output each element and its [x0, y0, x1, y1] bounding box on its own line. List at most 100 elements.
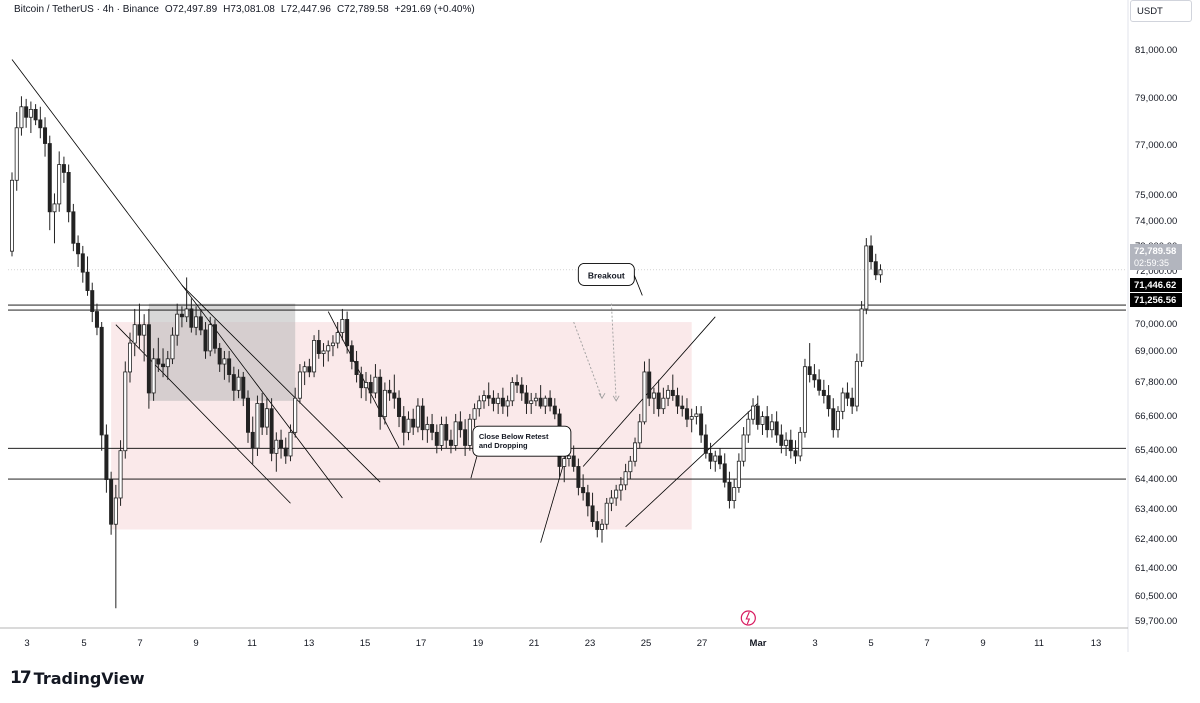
candle-body	[755, 405, 760, 425]
candle-body	[680, 405, 685, 410]
candle-body	[420, 405, 425, 431]
annotation-box-breakout[interactable]	[577, 262, 635, 286]
price-tick-label: 77,000.00	[1135, 140, 1177, 151]
candle-body	[543, 397, 548, 407]
ohlc-open: O72,497.89	[164, 4, 218, 15]
candle-body	[118, 450, 123, 499]
candle-body	[854, 361, 859, 407]
currency-button[interactable]: USDT	[1130, 0, 1192, 22]
price-tick-label: 70,000.00	[1135, 319, 1177, 330]
time-tick-label: 11	[247, 638, 257, 649]
candle-body	[175, 313, 180, 336]
candle-body	[732, 487, 737, 501]
trendline-0[interactable]	[11, 59, 343, 499]
candle-body	[670, 389, 675, 396]
candle-body	[769, 421, 774, 431]
candle-body	[227, 358, 232, 375]
time-tick-label: 13	[304, 638, 315, 649]
annotation-close-below-line2: and Dropping	[479, 441, 528, 450]
time-tick-label: 23	[585, 638, 596, 649]
candle-body	[505, 400, 510, 407]
candle-body	[802, 366, 807, 433]
candle-body	[288, 431, 293, 457]
time-tick-label: 9	[193, 638, 198, 649]
event-bolt-icon	[745, 611, 751, 625]
candle-body	[765, 416, 770, 431]
candle-body	[548, 397, 553, 407]
candle-body	[614, 489, 619, 499]
candle-body	[47, 143, 52, 213]
price-tick-label: 64,400.00	[1135, 474, 1177, 485]
candle-body	[515, 382, 520, 386]
candle-body	[812, 374, 817, 381]
time-tick-label: 13	[1091, 638, 1102, 649]
candle-body	[321, 350, 326, 354]
candle-body	[585, 492, 590, 507]
candle-body	[699, 413, 704, 436]
price-tick-label: 60,500.00	[1135, 591, 1177, 602]
candle-body	[850, 397, 855, 407]
candle-body	[184, 308, 189, 318]
candle-body	[713, 455, 718, 462]
price-tick-label: 66,600.00	[1135, 411, 1177, 422]
candle-body	[453, 421, 458, 446]
candle-body	[491, 397, 496, 404]
candle-body	[123, 371, 128, 452]
candle-body	[401, 416, 406, 433]
candle-body	[736, 460, 741, 488]
candle-body	[623, 471, 628, 486]
candle-body	[633, 442, 638, 462]
trendline-3[interactable]	[327, 311, 400, 449]
candle-body	[784, 439, 789, 446]
tradingview-logo-icon: 17	[10, 668, 32, 688]
candle-body	[236, 376, 241, 391]
candle-body	[14, 127, 19, 181]
candle-body	[269, 408, 274, 454]
trendline-6[interactable]	[625, 403, 759, 528]
candle-body	[94, 311, 99, 328]
annotation-pointer-close-below	[470, 456, 478, 479]
candle-body	[71, 211, 76, 244]
trendline-2[interactable]	[181, 285, 381, 483]
candle-body	[189, 308, 194, 328]
trendline-1[interactable]	[115, 324, 291, 504]
candle-body	[297, 371, 302, 399]
symbol-header: Bitcoin / TetherUS · 4h · Binance O72,497…	[14, 4, 481, 15]
event-marker-icon[interactable]	[740, 610, 756, 626]
time-tick-label: 17	[416, 638, 427, 649]
candle-body	[274, 439, 279, 454]
candle-body	[727, 481, 732, 501]
candle-body	[869, 245, 874, 263]
candle-body	[307, 366, 312, 373]
candle-body	[52, 203, 57, 213]
candle-body	[99, 326, 104, 436]
candle-body	[203, 329, 208, 352]
level-price-badge	[1130, 278, 1182, 292]
candle-body	[260, 403, 265, 428]
candle-body	[651, 392, 656, 399]
candle-body	[146, 324, 151, 394]
candle-body	[24, 106, 29, 118]
candle-body	[566, 455, 571, 459]
candle-body	[609, 497, 614, 504]
candle-body	[529, 400, 534, 404]
price-tick-label: 63,400.00	[1135, 504, 1177, 515]
candle-body	[382, 389, 387, 417]
candle-body	[378, 376, 383, 417]
candle-body	[722, 463, 727, 483]
candle-body	[628, 460, 633, 473]
ohlc-close: C72,789.58	[336, 4, 389, 15]
candle-body	[411, 418, 416, 428]
annotation-box-close-below[interactable]	[472, 425, 572, 457]
candle-body	[571, 455, 576, 467]
price-tick-label: 74,000.00	[1135, 216, 1177, 227]
candle-body	[444, 424, 449, 441]
brand-name: TradingView	[33, 668, 145, 688]
candle-body	[302, 366, 307, 373]
price-tick-label: 67,800.00	[1135, 377, 1177, 388]
candle-body	[817, 379, 822, 391]
candle-body	[9, 179, 14, 252]
time-tick-label: 7	[137, 638, 142, 649]
